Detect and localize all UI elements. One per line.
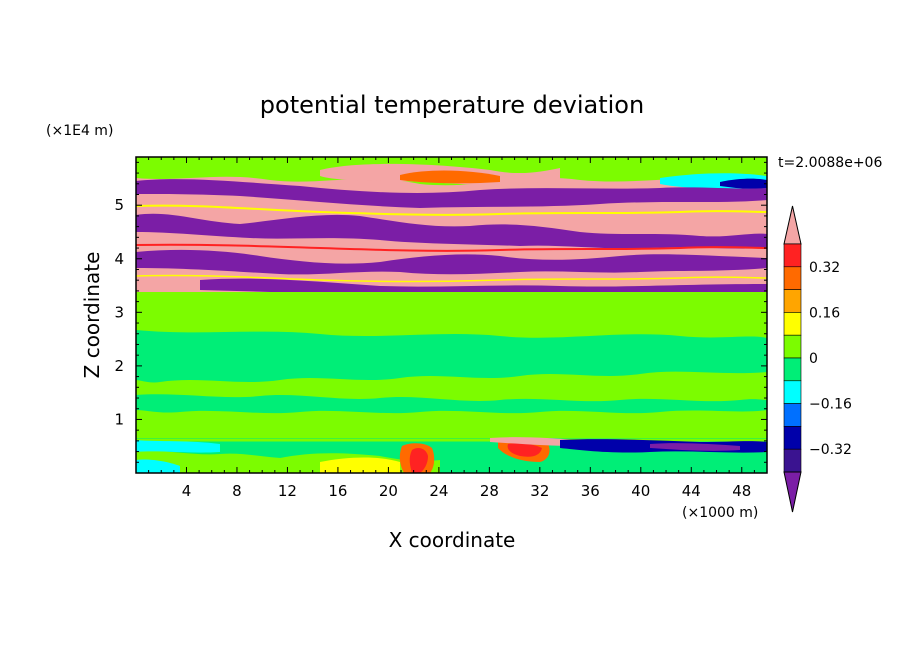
y-unit-label: (×1E4 m) <box>46 123 113 139</box>
y-tick-label: 4 <box>114 250 124 268</box>
time-label: t=2.0088e+06 <box>778 155 882 171</box>
chart-title: potential temperature deviation <box>260 91 644 119</box>
x-tick-label: 20 <box>379 482 398 500</box>
x-tick-label: 28 <box>480 482 499 500</box>
x-tick-label: 40 <box>631 482 650 500</box>
y-axis-label: Z coordinate <box>80 252 104 379</box>
x-tick-label: 48 <box>732 482 751 500</box>
x-tick-label: 16 <box>328 482 347 500</box>
x-tick-label: 36 <box>581 482 600 500</box>
colorbar-tick-label: −0.32 <box>809 442 852 458</box>
x-tick-label: 32 <box>530 482 549 500</box>
y-tick-label: 3 <box>114 303 124 321</box>
colorbar-extend-bottom <box>783 471 802 513</box>
y-tick-label: 5 <box>114 196 124 214</box>
x-tick-label: 12 <box>278 482 297 500</box>
colorbar-tick-label: −0.16 <box>809 397 852 413</box>
colorbar-segment <box>783 334 802 359</box>
colorbar-segment <box>783 243 802 268</box>
colorbar-segment <box>783 448 802 473</box>
x-tick-label: 44 <box>682 482 701 500</box>
x-tick-label: 4 <box>182 482 192 500</box>
colorbar-tick-label: 0.16 <box>809 305 840 321</box>
x-unit-label: (×1000 m) <box>682 505 758 521</box>
colorbar-segment <box>783 357 802 382</box>
x-tick-label: 8 <box>232 482 242 500</box>
colorbar-segment <box>783 312 802 336</box>
y-axis: 1 2 3 4 5 <box>114 161 767 463</box>
y-tick-label: 2 <box>114 357 124 375</box>
y-tick-label: 1 <box>114 410 124 428</box>
colorbar-extend-top <box>783 205 802 245</box>
colorbar-tick-label: 0.32 <box>809 260 840 276</box>
x-axis-label: X coordinate <box>389 528 516 552</box>
colorbar-segment <box>783 403 802 427</box>
colorbar: 0.32 0.16 0 −0.16 −0.32 <box>783 205 852 513</box>
x-axis: 4 8 12 16 20 24 28 32 36 40 44 48 <box>148 157 755 500</box>
colorbar-tick-label: 0 <box>809 351 818 367</box>
contour-field <box>136 157 767 473</box>
colorbar-segment <box>783 426 802 450</box>
x-tick-label: 24 <box>429 482 448 500</box>
colorbar-segment <box>783 266 802 290</box>
colorbar-segment <box>783 380 802 404</box>
colorbar-segment <box>783 289 802 313</box>
